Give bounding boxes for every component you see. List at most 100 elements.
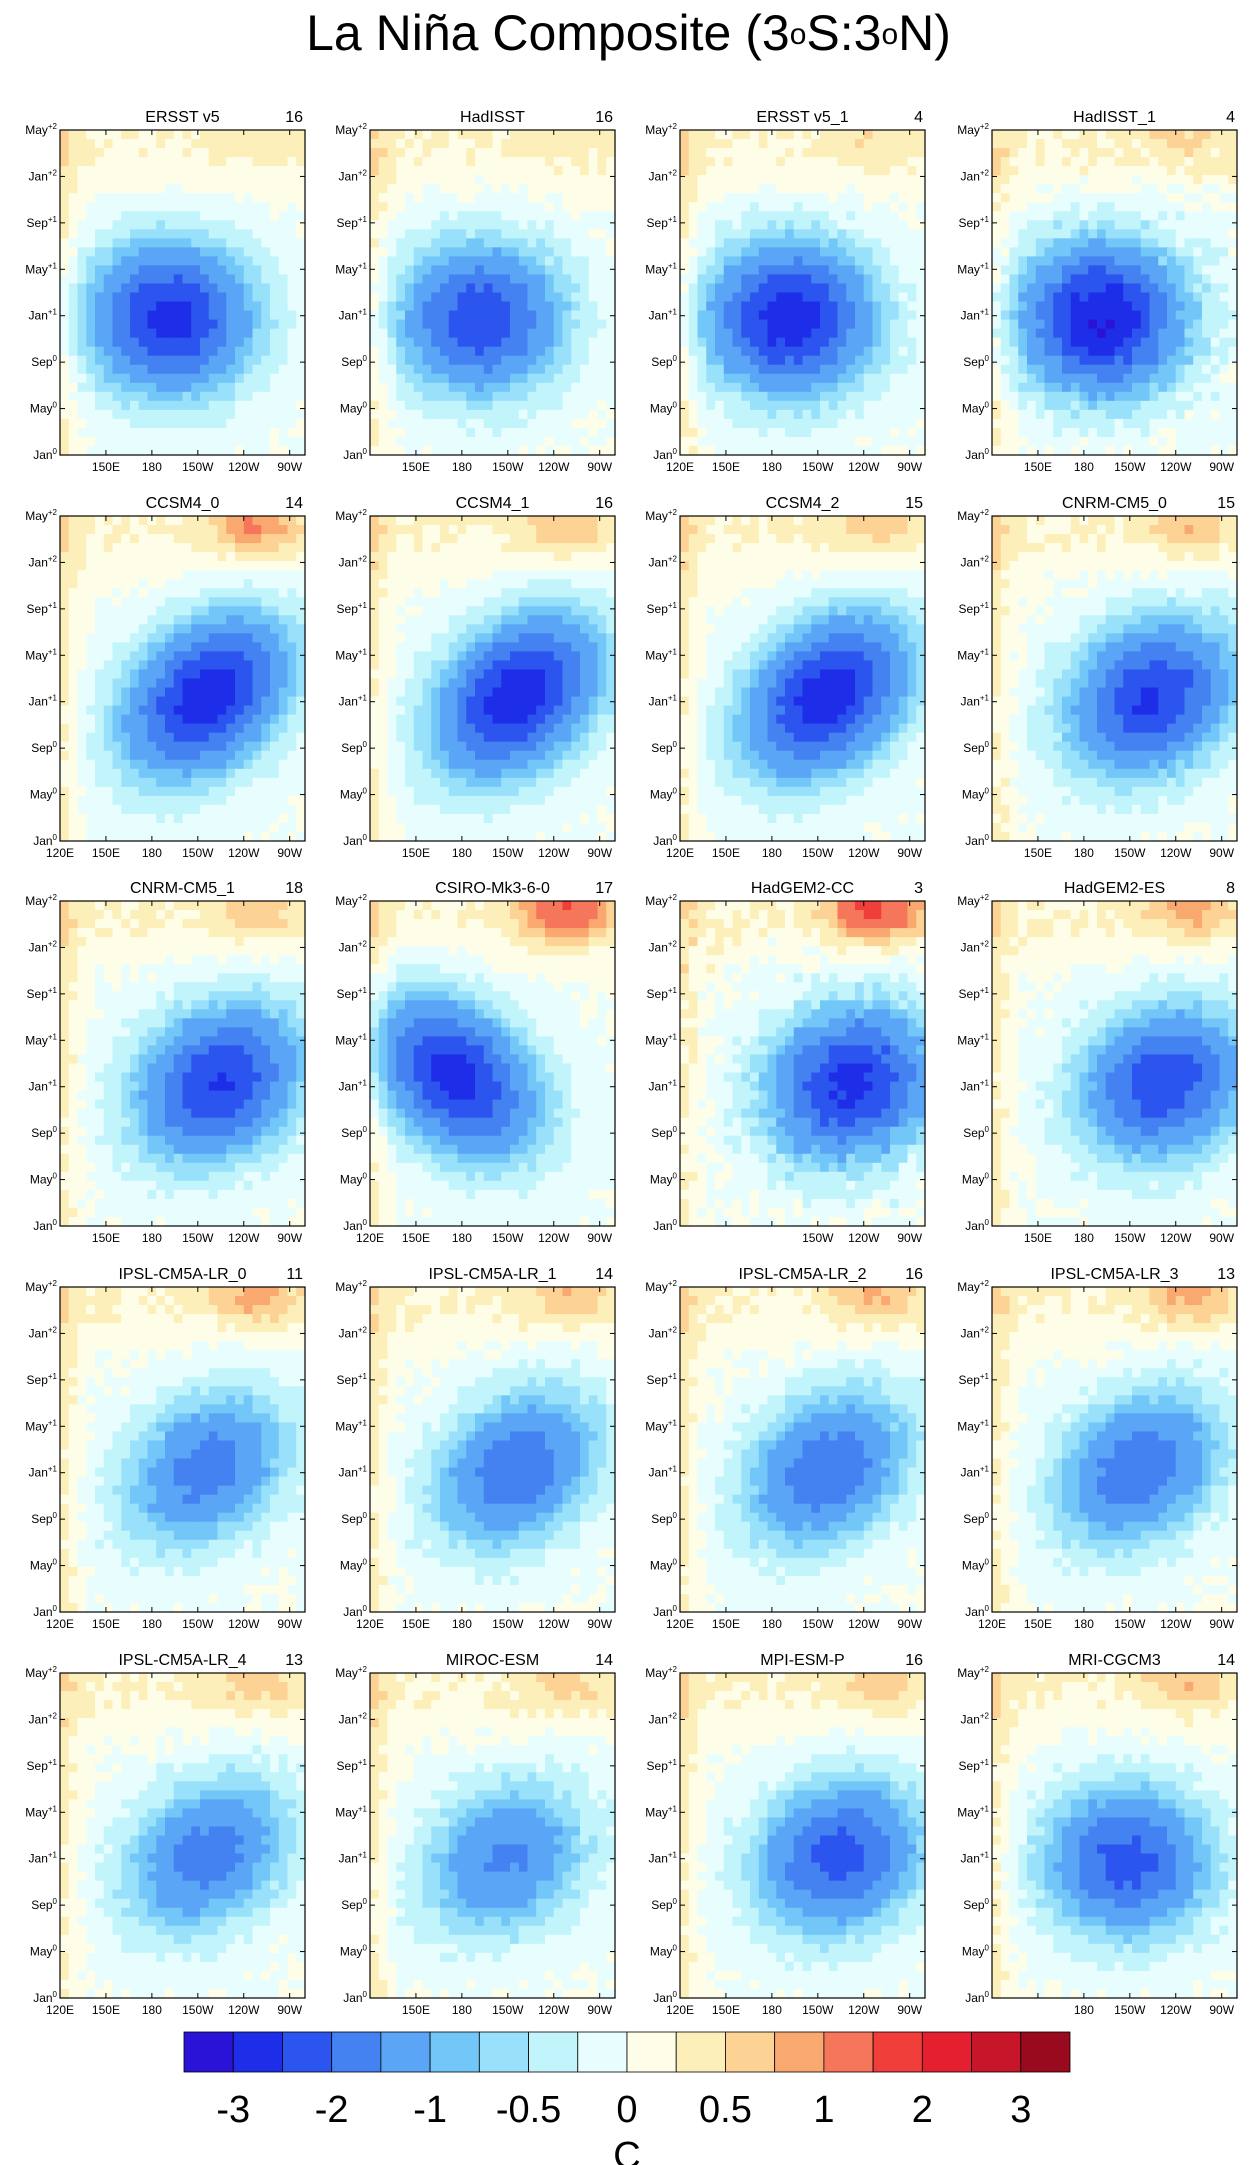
heat-cell — [60, 256, 70, 267]
heat-cell — [1202, 274, 1212, 285]
heat-cell — [296, 265, 306, 276]
heat-cell — [580, 373, 590, 384]
heat-cell — [235, 166, 245, 176]
heat-cell — [200, 193, 210, 203]
heat-cell — [208, 256, 219, 267]
heat-cell — [1000, 166, 1011, 176]
heat-cell — [243, 561, 254, 571]
heat-cell — [1027, 337, 1037, 348]
heat-cell — [1210, 445, 1221, 456]
heat-cell — [1123, 418, 1133, 429]
heat-cell — [1202, 220, 1212, 230]
heat-cell — [130, 651, 140, 662]
heat-cell — [1105, 184, 1116, 194]
heat-cell — [527, 148, 537, 158]
heat-cell — [103, 319, 114, 330]
heat-cell — [1167, 418, 1177, 429]
heat-cell — [811, 346, 821, 357]
heat-cell — [413, 247, 424, 257]
heat-cell — [1149, 166, 1159, 176]
heat-cell — [1079, 148, 1089, 158]
heat-cell — [147, 687, 157, 698]
heat-cell — [1114, 301, 1124, 312]
heat-cell — [270, 633, 280, 643]
heat-cell — [1140, 256, 1151, 267]
heat-cell — [182, 633, 192, 643]
heat-cell — [483, 310, 494, 321]
heat-cell — [1009, 400, 1019, 411]
heat-cell — [287, 714, 297, 725]
heat-cell — [217, 436, 227, 447]
heat-cell — [758, 283, 769, 294]
heat-cell — [1079, 355, 1089, 366]
heat-cell — [243, 418, 254, 429]
heat-cell — [1193, 400, 1203, 411]
heat-cell — [466, 220, 476, 230]
heat-cell — [1105, 247, 1116, 257]
heat-cell — [1062, 130, 1072, 140]
heat-cell — [156, 696, 166, 707]
heat-cell — [1027, 139, 1037, 149]
heat-cell — [846, 382, 856, 393]
heat-cell — [448, 256, 459, 267]
heat-cell — [1132, 184, 1142, 194]
heat-cell — [261, 696, 271, 707]
heat-cell — [296, 400, 306, 411]
heat-cell — [606, 193, 616, 203]
heat-cell — [1044, 265, 1054, 276]
heat-cell — [60, 669, 70, 680]
heat-cell — [95, 732, 105, 743]
heat-cell — [156, 759, 166, 770]
heat-cell — [413, 238, 424, 248]
heat-cell — [1184, 184, 1194, 194]
heat-cell — [208, 741, 219, 752]
heat-cell — [208, 759, 219, 770]
heat-cell — [68, 211, 79, 221]
heat-cell — [60, 633, 70, 643]
heat-cell — [413, 202, 424, 212]
heat-cell — [243, 346, 254, 357]
heat-cell — [165, 633, 175, 643]
heat-cell — [278, 238, 289, 248]
heat-cell — [863, 391, 874, 402]
heat-cell — [820, 382, 830, 393]
heat-cell — [872, 193, 882, 203]
heat-cell — [1175, 400, 1186, 411]
heat-cell — [226, 642, 236, 653]
heat-cell — [588, 427, 599, 438]
heat-cell — [785, 400, 795, 411]
heat-cell — [235, 175, 245, 185]
heat-cell — [217, 211, 227, 221]
heat-cell — [767, 157, 777, 167]
heat-cell — [243, 436, 254, 447]
heat-cell — [1079, 184, 1089, 194]
heat-cell — [466, 391, 476, 402]
heat-cell — [890, 427, 900, 438]
heat-cell — [1219, 220, 1229, 230]
heat-cell — [518, 211, 529, 221]
heat-cell — [750, 409, 760, 420]
heat-cell — [811, 202, 821, 212]
heat-cell — [992, 211, 1002, 221]
heat-cell — [1070, 283, 1081, 294]
heat-cell — [1167, 337, 1177, 348]
heat-cell — [182, 714, 192, 725]
heat-cell — [1035, 157, 1046, 167]
heat-cell — [243, 283, 254, 294]
heat-cell — [536, 130, 546, 140]
heat-cell — [466, 265, 476, 276]
heat-cell — [580, 139, 590, 149]
heat-cell — [527, 409, 537, 420]
heat-cell — [217, 148, 227, 158]
heat-cell — [907, 364, 917, 375]
heat-cell — [457, 238, 467, 248]
heat-cell — [518, 418, 529, 429]
heat-cell — [278, 615, 289, 625]
heat-cell — [1202, 193, 1212, 203]
heat-cell — [138, 310, 149, 321]
heat-cell — [776, 409, 786, 420]
heat-cell — [431, 220, 441, 230]
heat-cell — [217, 139, 227, 149]
heat-cell — [60, 337, 70, 348]
heat-cell — [706, 256, 716, 267]
